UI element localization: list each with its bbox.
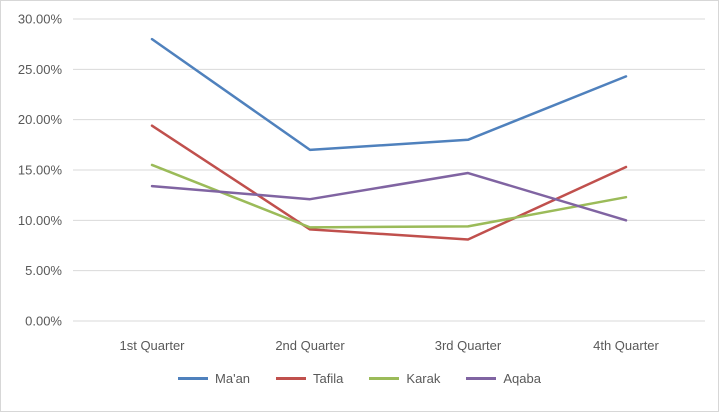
legend-item-aqaba: Aqaba [466,372,541,385]
legend-label: Aqaba [503,370,541,386]
y-axis-tick-label: 30.00% [18,12,63,27]
legend-line-swatch [369,376,400,380]
legend-label: Ma'an [215,370,251,386]
legend-label: Karak [406,370,441,386]
series-line-aqaba [150,171,628,222]
y-axis-tick-label: 20.00% [18,112,63,127]
legend-item-tafila: Tafila [276,372,343,385]
legend-line-swatch [178,376,209,380]
legend-line-swatch [276,376,307,380]
x-axis-category-label: 3rd Quarter [435,338,502,353]
x-axis-category-label: 2nd Quarter [275,338,345,353]
y-axis-tick-label: 0.00% [25,314,62,329]
legend-item-karak: Karak [369,372,440,385]
y-axis-tick-label: 5.00% [25,263,62,278]
series-line-tafila [150,124,628,241]
y-axis-tick-label: 25.00% [18,62,63,77]
legend-label: Tafila [313,370,344,386]
legend-item-ma-an: Ma'an [178,372,250,385]
series-line-karak [150,163,628,229]
legend-line-swatch [466,376,497,380]
y-axis-tick-label: 15.00% [18,163,63,178]
x-axis-category-label: 4th Quarter [593,338,659,353]
chart-legend: Ma'an Tafila Karak Aqaba [1,367,718,389]
y-axis-tick-label: 10.00% [18,213,63,228]
series-line-ma-an [150,37,628,152]
x-axis-category-label: 1st Quarter [119,338,185,353]
